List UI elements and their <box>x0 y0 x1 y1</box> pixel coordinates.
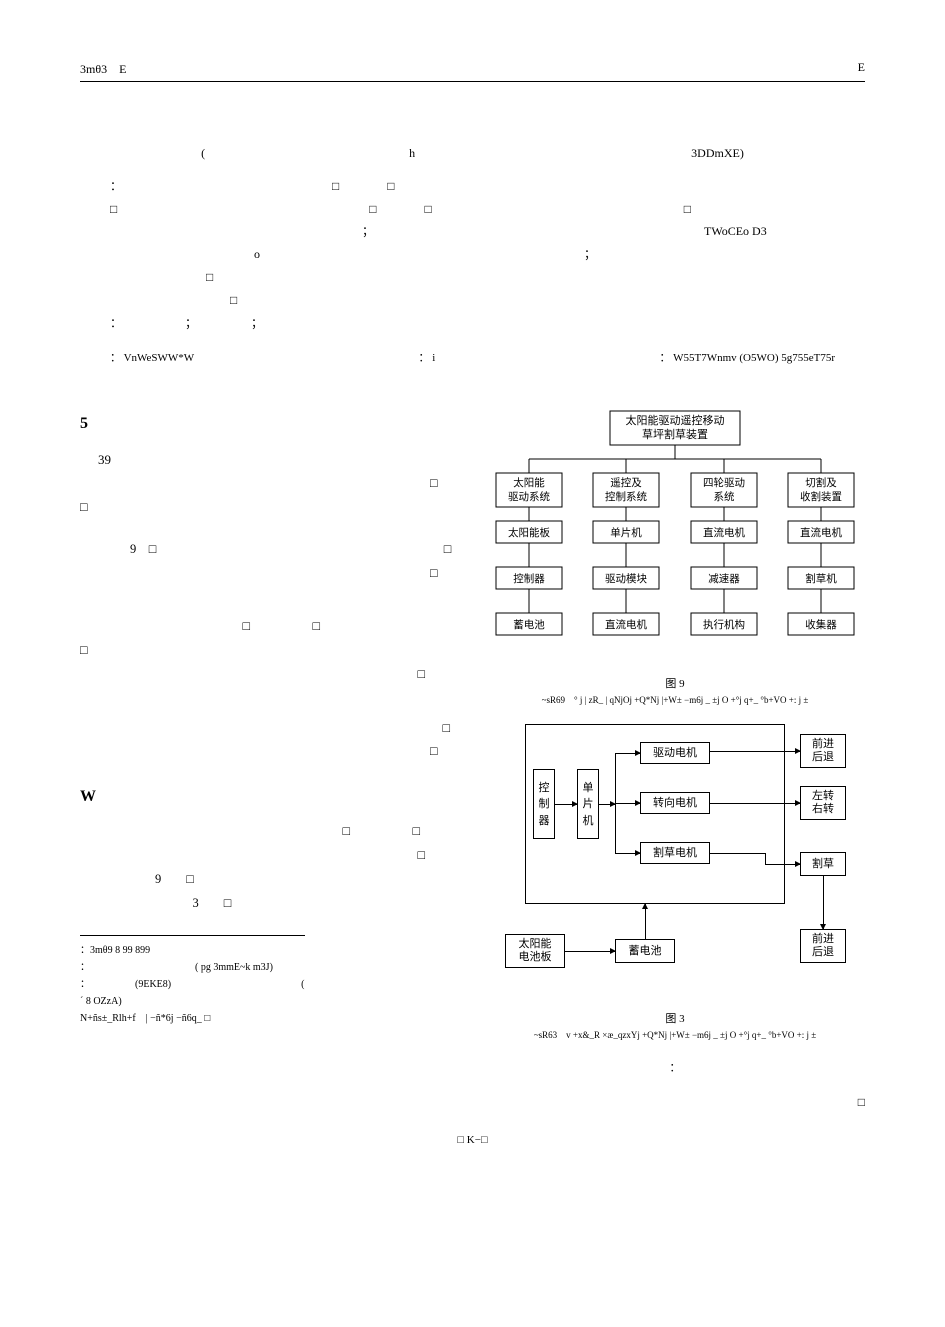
svg-text:执行机构: 执行机构 <box>703 618 745 631</box>
figure-2-caption-suffix: ： <box>485 1059 865 1075</box>
docflag-value: i <box>432 352 435 364</box>
svg-text:遥控及: 遥控及 <box>610 476 642 489</box>
fig2-arrow <box>555 804 577 805</box>
keywords-label: ： <box>110 316 122 330</box>
footnotes: ：3mθ9 8 99 899 ： ( pg 3mmE~k m3J) ： (9EK… <box>80 935 305 1027</box>
svg-text:减速器: 减速器 <box>708 573 740 585</box>
para-2: 9 □ □ □ <box>80 538 455 586</box>
right-column: 太阳能驱动遥控移动 草坪割草装置 太阳能驱动系统 遥控及控制系统 四轮驱动系统 <box>485 409 865 1110</box>
figure-2-caption-num: 图 3 <box>485 1010 865 1026</box>
svg-text:系统: 系统 <box>714 490 735 503</box>
fig2-node-fwdrev1: 前进后退 <box>800 734 846 768</box>
svg-text:太阳能: 太阳能 <box>513 476 545 489</box>
institution-line: ( h 3DDmXE) <box>110 142 835 165</box>
svg-text:收集器: 收集器 <box>805 618 837 631</box>
svg-text:控制器: 控制器 <box>513 572 545 585</box>
svg-text:驱动系统: 驱动系统 <box>508 490 550 503</box>
docflag: ： i <box>418 348 435 369</box>
artno-label: ： <box>660 352 671 364</box>
figure-2-caption-en: ~sR63 v +x&_R ×æ_qzxYj +Q*Nj |+W± −m6j _… <box>485 1028 865 1041</box>
header-left: 3mθ3 E <box>80 60 126 77</box>
figure-1-caption-num: 图 9 <box>485 675 865 691</box>
fig2-arrow <box>710 751 800 752</box>
section-0-heading: 5 <box>80 409 455 439</box>
fig2-arrow <box>615 853 640 854</box>
fig2-arrow <box>645 904 646 939</box>
left-column: 5 39 □ □ 9 □ □ □ □ □ □ □ □ <box>80 409 455 1110</box>
fig2-arrow <box>565 951 615 952</box>
svg-text:草坪割草装置: 草坪割草装置 <box>642 427 708 441</box>
fig2-arrow <box>765 864 800 865</box>
footnote-4: N+ñs±_Rlh+f | −ñ*6j −ñ6q_ □ <box>80 1010 305 1027</box>
footnote-3: ： (9EKE8) ( ˊ 8 OZzA) <box>80 976 305 1010</box>
figure-2: 控制器单片机驱动电机转向电机割草电机太阳能电池板蓄电池前进后退左转右转割草前进后… <box>485 724 865 1004</box>
abstract-body: ： □ □ □ □ □ □ ； TWoCEo D3 o ； □ □ <box>110 175 835 312</box>
keywords-line: ： ； ； <box>110 312 835 335</box>
fig2-node-cut: 割草 <box>800 852 846 876</box>
fig2-node-fwdrev2: 前进后退 <box>800 929 846 963</box>
clc: ： VnWeSWW*W <box>110 348 194 369</box>
svg-text:单片机: 单片机 <box>610 526 642 539</box>
svg-text:太阳能板: 太阳能板 <box>508 526 550 539</box>
section-1-heading: W <box>80 782 455 812</box>
footnote-2: ： ( pg 3mmE~k m3J) <box>80 959 305 976</box>
svg-text:驱动模块: 驱动模块 <box>605 573 647 585</box>
fig1-num: 9 <box>679 678 685 690</box>
svg-text:太阳能驱动遥控移动: 太阳能驱动遥控移动 <box>626 413 725 427</box>
para-4: □ □ <box>80 717 455 765</box>
fig2-arrow <box>615 803 640 804</box>
running-header: 3mθ3 E E <box>80 60 865 82</box>
fig2-node-solar: 太阳能电池板 <box>505 934 565 968</box>
fig2-node-drive: 驱动电机 <box>640 742 710 764</box>
clc-value: VnWeSWW*W <box>124 352 195 364</box>
para-5: □ □ □ 9 □ 3 □ <box>80 820 455 915</box>
fig2-node-steer: 转向电机 <box>640 792 710 814</box>
right-trail: □ <box>485 1095 865 1110</box>
para-1: □ □ <box>80 472 455 520</box>
fig2-node-ctrl: 控制器 <box>533 769 555 839</box>
svg-text:割草机: 割草机 <box>805 572 837 585</box>
svg-text:直流电机: 直流电机 <box>703 526 745 539</box>
fig2-node-mcu: 单片机 <box>577 769 599 839</box>
fig2-node-batt: 蓄电池 <box>615 939 675 963</box>
article-number: ： W55T7Wnmv (O5WO) 5g755eT75r <box>660 348 835 369</box>
footnote-1: ：3mθ9 8 99 899 <box>80 942 305 959</box>
section-0-sub: 39 <box>98 448 455 473</box>
body-columns: 5 39 □ □ 9 □ □ □ □ □ □ □ □ <box>80 409 865 1110</box>
fig2-arrow <box>823 876 824 929</box>
artno-value: W55T7Wnmv (O5WO) 5g755eT75r <box>673 352 835 364</box>
para-3: □ □ □ □ <box>80 615 455 686</box>
svg-text:切割及: 切割及 <box>805 476 837 489</box>
figure-1-svg: 太阳能驱动遥控移动 草坪割草装置 太阳能驱动系统 遥控及控制系统 四轮驱动系统 <box>485 409 865 669</box>
svg-text:直流电机: 直流电机 <box>800 526 842 539</box>
svg-text:直流电机: 直流电机 <box>605 618 647 631</box>
header-right: E <box>858 60 865 77</box>
figure-1: 太阳能驱动遥控移动 草坪割草装置 太阳能驱动系统 遥控及控制系统 四轮驱动系统 <box>485 409 865 669</box>
svg-text:控制系统: 控制系统 <box>605 490 647 503</box>
svg-text:四轮驱动: 四轮驱动 <box>703 476 745 489</box>
page-number: □ K−□ <box>80 1134 865 1146</box>
fig2-num: 3 <box>679 1013 685 1025</box>
fig2-arrow <box>599 804 615 805</box>
figure-1-caption-en: ~sR69 ° j | zR_ | qNjOj +Q*Nj |+W± −m6j … <box>485 693 865 706</box>
keywords-body: ； ； <box>125 316 263 330</box>
clc-label: ： <box>110 352 121 364</box>
fig2-node-cutm: 割草电机 <box>640 842 710 864</box>
abstract-block: ( h 3DDmXE) ： □ □ □ □ □ □ ； TWoCEo D3 <box>110 142 835 369</box>
fig2-node-lr: 左转右转 <box>800 786 846 820</box>
docflag-label: ： <box>418 352 429 364</box>
fig2-arrow <box>710 803 800 804</box>
svg-text:收割装置: 收割装置 <box>800 490 842 503</box>
fig2-arrow <box>615 753 640 754</box>
svg-text:蓄电池: 蓄电池 <box>513 618 545 631</box>
meta-row: ： VnWeSWW*W ： i ： W55T7Wnmv (O5WO) 5g755… <box>110 348 835 369</box>
